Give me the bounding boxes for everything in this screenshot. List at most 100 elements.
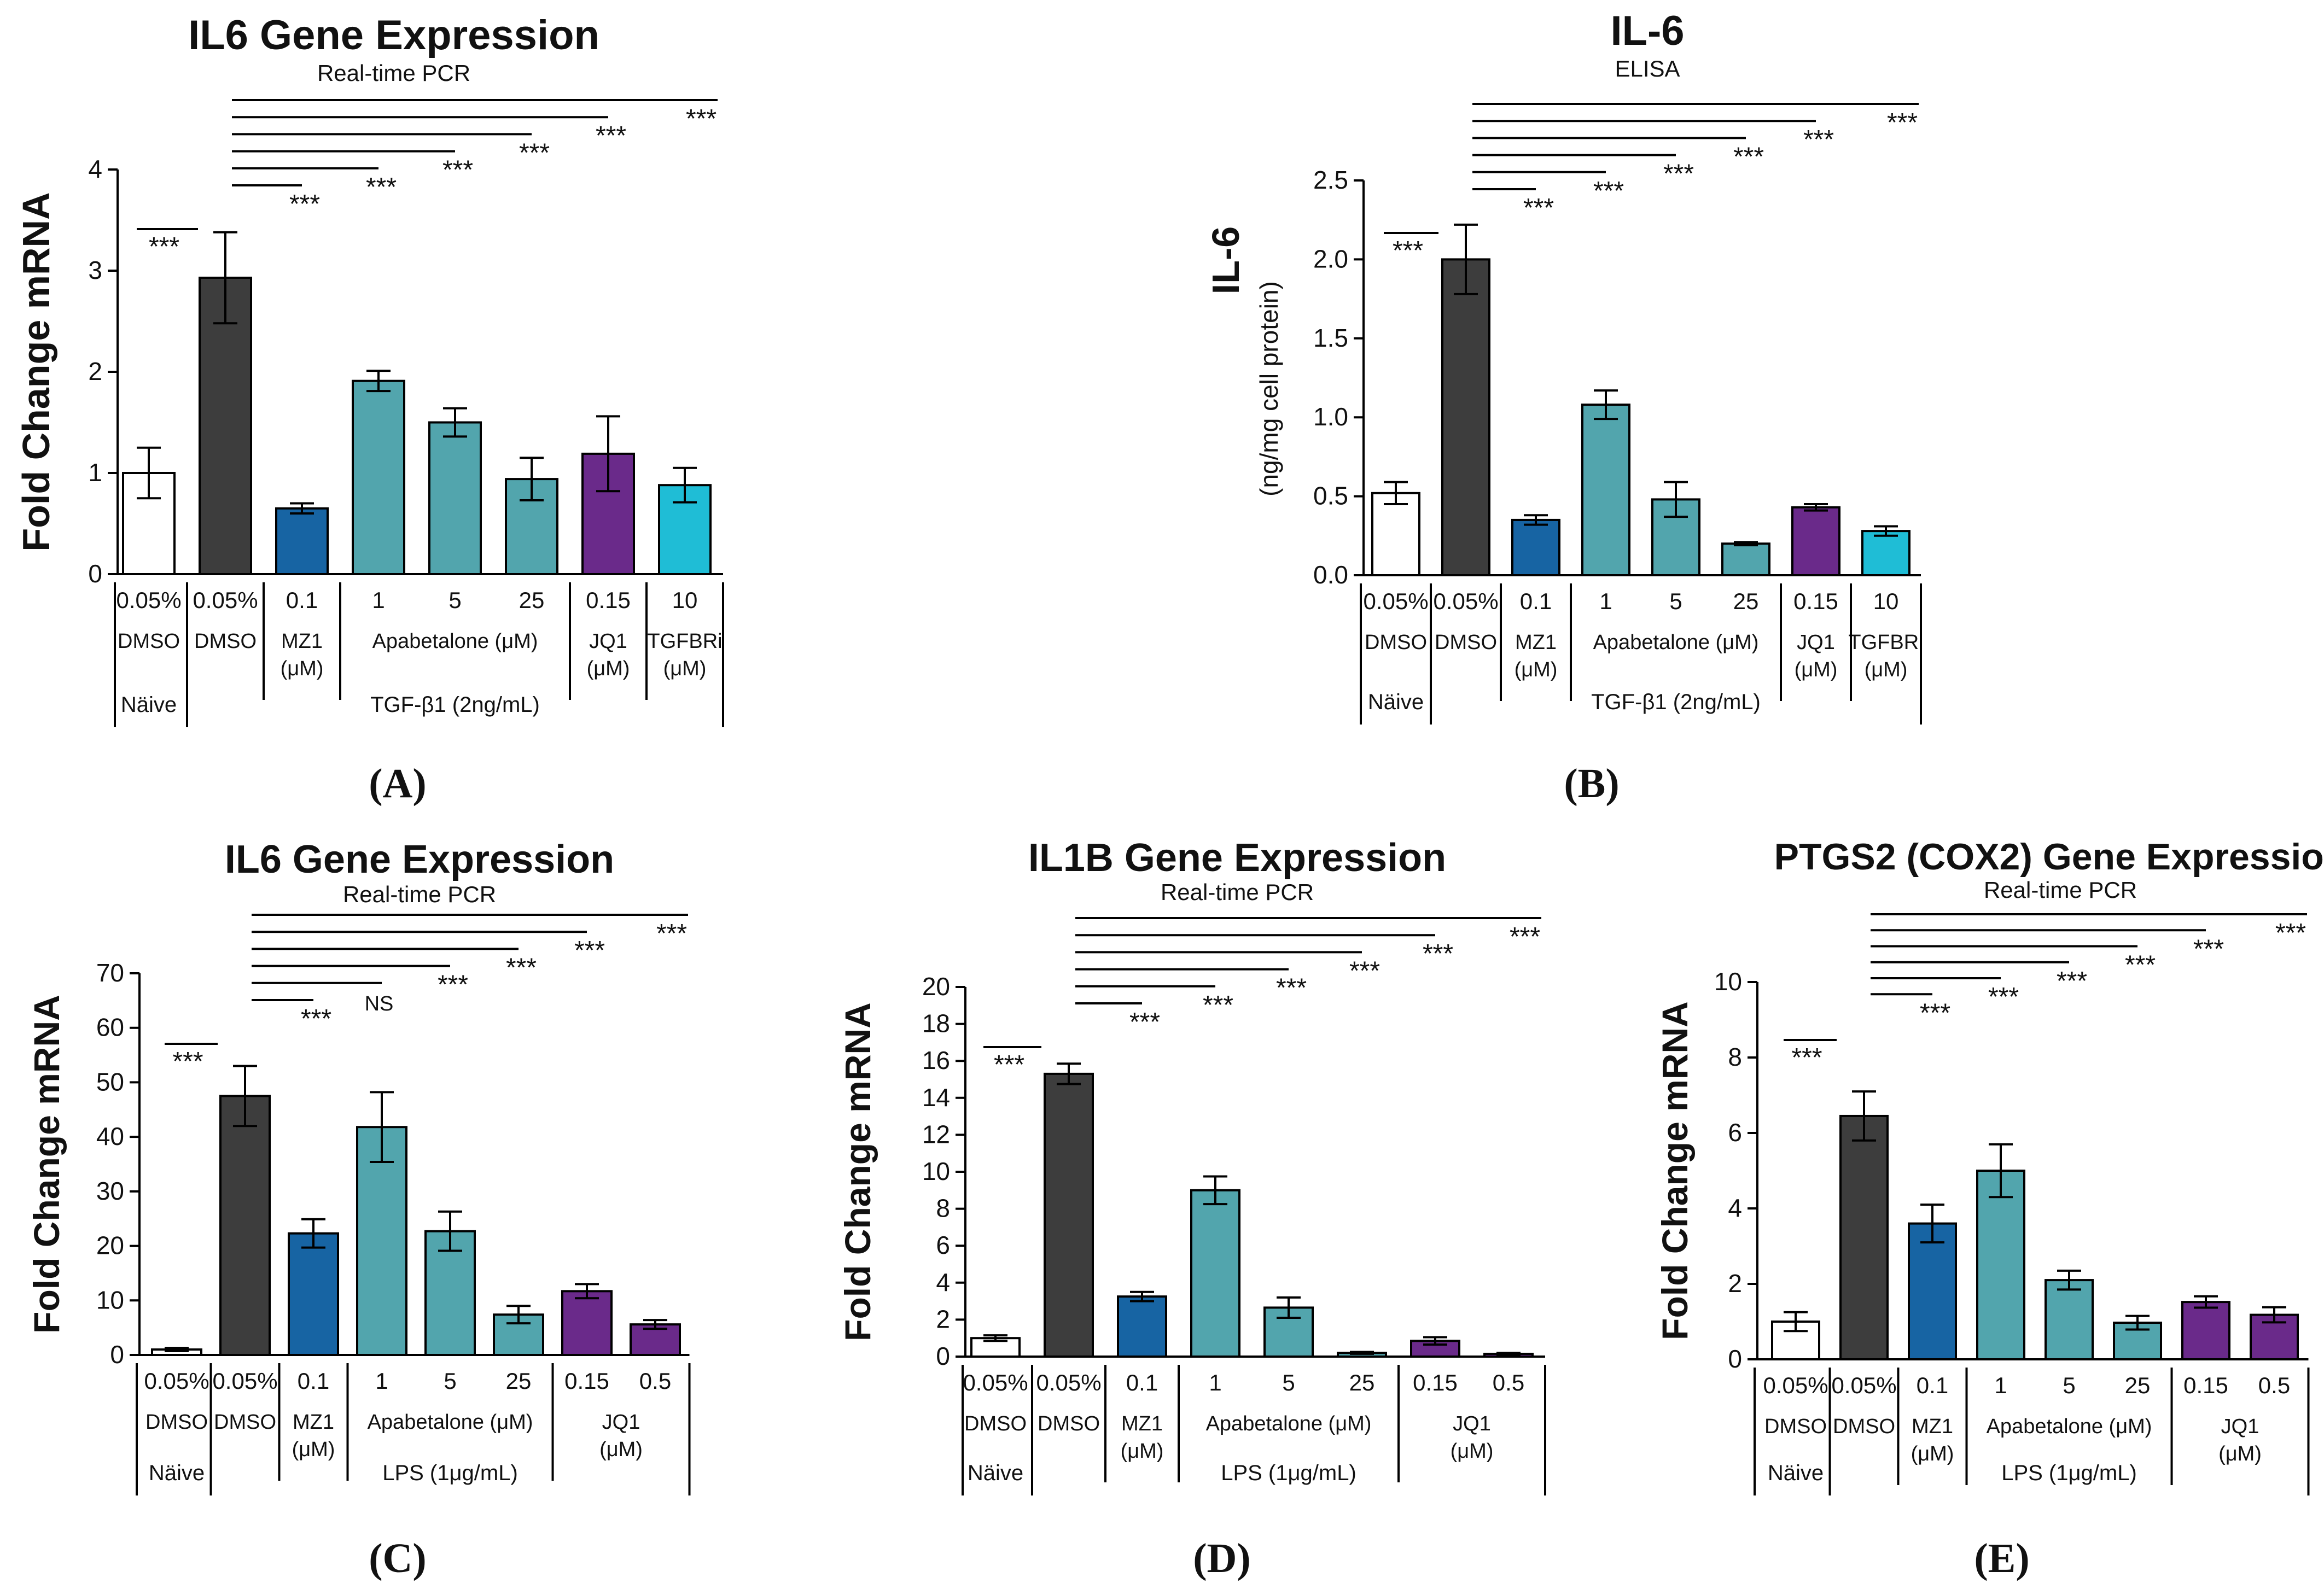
- category-label: 0.1: [1520, 588, 1552, 614]
- group-sublabel-unit: (μM): [1451, 1440, 1494, 1463]
- bar: [352, 379, 405, 576]
- category-label: 0.05%: [1363, 588, 1428, 614]
- significance-label: ***: [2057, 967, 2087, 996]
- bar: [1908, 1222, 1957, 1361]
- treatment-group-label: TGF-β1 (2ng/mL): [370, 693, 540, 717]
- significance-label: ***: [1423, 939, 1453, 968]
- group-sublabel: Apabetalone (μM): [372, 630, 538, 653]
- significance-label: ***: [2193, 934, 2224, 963]
- y-tick-label: 3: [88, 256, 102, 284]
- group-sublabel-unit: (μM): [1795, 658, 1838, 681]
- bar: [2045, 1279, 2094, 1361]
- bar: [1581, 404, 1630, 576]
- bar: [1511, 518, 1560, 576]
- category-label: 0.05%: [1433, 588, 1498, 614]
- category-label: 0.15: [586, 587, 631, 613]
- category-label: 1: [1599, 588, 1612, 614]
- y-tick-label: 2.5: [1313, 166, 1348, 194]
- bar: [1441, 258, 1490, 576]
- group-sublabel: DMSO: [1365, 631, 1427, 654]
- treatment-group-label: Näive: [1368, 690, 1424, 714]
- significance-label: ***: [1523, 194, 1554, 223]
- significance-label: ***: [506, 953, 537, 982]
- category-label: 0.1: [1917, 1372, 1948, 1398]
- y-axis-label: IL-6: [1204, 226, 1247, 294]
- y-axis-label: Fold Change mRNA: [837, 1002, 878, 1341]
- treatment-group-label: Näive: [121, 693, 177, 717]
- group-sublabel-unit: (μM): [1865, 658, 1908, 681]
- category-label: 0.05%: [963, 1370, 1028, 1395]
- group-sublabel: DMSO: [214, 1411, 276, 1434]
- bar: [1371, 492, 1420, 576]
- y-tick-label: 4: [1728, 1194, 1742, 1222]
- category-label: 5: [1669, 588, 1682, 614]
- category-label: 5: [2063, 1372, 2075, 1398]
- group-sublabel-unit: (μM): [599, 1438, 643, 1461]
- category-label: 25: [519, 587, 545, 613]
- panel-letter: (D): [1193, 1535, 1251, 1581]
- group-sublabel: MZ1: [281, 630, 323, 653]
- treatment-group-label: TGF-β1 (2ng/mL): [1591, 690, 1761, 714]
- group-sublabel-unit: (μM): [292, 1438, 335, 1461]
- y-tick-label: 4: [936, 1268, 950, 1296]
- group-sublabel: TGFBRi: [647, 630, 722, 653]
- significance-label: ***: [1887, 108, 1918, 137]
- significance-label: ***: [596, 121, 626, 150]
- group-sublabel: JQ1: [2221, 1415, 2259, 1438]
- significance-label: ***: [172, 1047, 203, 1076]
- bar: [1976, 1170, 2025, 1360]
- category-label: 0.1: [298, 1368, 329, 1394]
- y-tick-label: 10: [96, 1286, 124, 1314]
- y-axis-label: Fold Change mRNA: [1655, 1001, 1695, 1340]
- treatment-group-label: LPS (1μg/mL): [382, 1461, 518, 1485]
- treatment-group-label: Näive: [968, 1461, 1023, 1485]
- group-sublabel: Apabetalone (μM): [368, 1411, 533, 1434]
- y-tick-label: 6: [936, 1231, 950, 1259]
- chart-title: IL6 Gene Expression: [225, 838, 614, 881]
- group-sublabel: MZ1: [1912, 1415, 1953, 1438]
- category-label: 0.15: [1413, 1370, 1458, 1395]
- significance-label: ***: [366, 173, 397, 202]
- chart-title: IL-6: [1610, 8, 1684, 54]
- y-tick-label: 8: [936, 1194, 950, 1223]
- treatment-group-label: Näive: [1768, 1461, 1824, 1485]
- category-label: 0.05%: [212, 1368, 277, 1394]
- group-sublabel: DMSO: [964, 1412, 1027, 1435]
- category-label: 0.1: [1126, 1370, 1158, 1395]
- bar: [1721, 542, 1770, 576]
- bar: [1190, 1189, 1240, 1358]
- category-label: 1: [1209, 1370, 1221, 1395]
- y-tick-label: 2.0: [1313, 244, 1348, 273]
- y-tick-label: 1.5: [1313, 324, 1348, 352]
- y-tick-label: 1: [88, 458, 102, 487]
- chart-subtitle: Real-time PCR: [343, 881, 496, 907]
- y-tick-label: 20: [922, 972, 950, 1001]
- significance-label: ***: [1203, 991, 1233, 1020]
- y-tick-label: 40: [96, 1122, 124, 1150]
- significance-label: NS: [365, 992, 394, 1015]
- significance-label: ***: [1593, 177, 1624, 206]
- y-tick-label: 8: [1728, 1043, 1742, 1071]
- chart-subtitle: Real-time PCR: [317, 60, 470, 86]
- category-label: 0.15: [1793, 588, 1838, 614]
- y-tick-label: 2: [1728, 1269, 1742, 1298]
- group-sublabel: JQ1: [602, 1411, 640, 1434]
- group-sublabel: DMSO: [1435, 631, 1497, 654]
- y-tick-label: 6: [1728, 1118, 1742, 1147]
- significance-label: ***: [1510, 922, 1540, 951]
- y-tick-label: 0: [1728, 1345, 1742, 1373]
- group-sublabel-unit: (μM): [663, 657, 707, 680]
- group-sublabel: DMSO: [1764, 1415, 1827, 1438]
- bar: [1117, 1295, 1167, 1358]
- significance-label: ***: [149, 232, 179, 261]
- group-sublabel: DMSO: [118, 630, 180, 653]
- category-label: 0.15: [2183, 1372, 2228, 1398]
- y-tick-label: 18: [922, 1009, 950, 1038]
- chart-title: IL6 Gene Expression: [188, 12, 599, 59]
- y-tick-label: 12: [922, 1120, 950, 1148]
- group-sublabel-unit: (μM): [281, 657, 324, 680]
- significance-label: ***: [1803, 125, 1834, 154]
- bar: [428, 421, 482, 575]
